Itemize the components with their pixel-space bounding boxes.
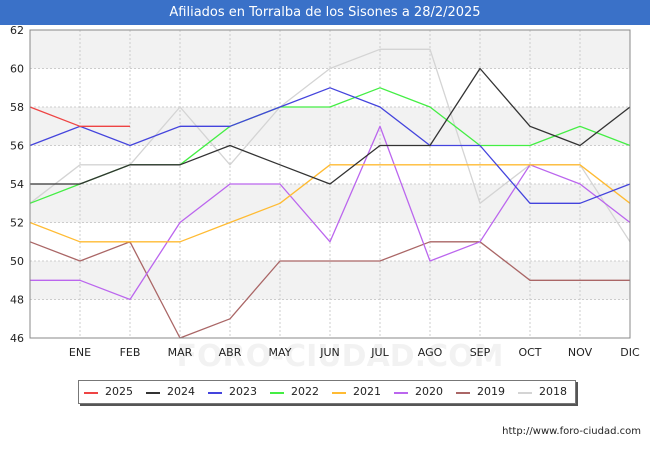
- x-tick-label: AGO: [418, 346, 443, 359]
- x-tick-label: MAY: [269, 346, 292, 359]
- legend-swatch: [332, 392, 346, 394]
- legend-swatch: [394, 392, 408, 394]
- series-line-2021: [29, 164, 631, 243]
- y-tick-label: 54: [10, 178, 24, 191]
- legend: 2025 2024 2023 2022 2021 2020 2019 2018: [78, 380, 576, 404]
- x-tick-label: NOV: [568, 346, 593, 359]
- legend-label: 2019: [477, 385, 505, 398]
- y-tick-label: 50: [10, 255, 24, 268]
- legend-label: 2022: [291, 385, 319, 398]
- y-tick-label: 56: [10, 140, 24, 153]
- legend-label: 2018: [539, 385, 567, 398]
- x-tick-label: SEP: [470, 346, 491, 359]
- x-tick-label: JUN: [319, 346, 340, 359]
- chart-title: Afiliados en Torralba de los Sisones a 2…: [169, 5, 481, 20]
- legend-label: 2025: [105, 385, 133, 398]
- x-tick-label: MAR: [168, 346, 193, 359]
- y-tick-label: 48: [10, 294, 24, 307]
- y-tick-label: 52: [10, 217, 24, 230]
- source-url[interactable]: http://www.foro-ciudad.com: [502, 426, 641, 437]
- series-line-2024: [30, 67, 631, 185]
- x-tick-label: ABR: [219, 346, 242, 359]
- series-line-2025: [29, 106, 130, 127]
- legend-swatch: [208, 392, 222, 394]
- x-tick-label: FEB: [120, 346, 141, 359]
- legend-label: 2021: [353, 385, 381, 398]
- y-tick-label: 60: [10, 63, 24, 76]
- legend-label: 2024: [167, 385, 195, 398]
- legend-swatch: [146, 392, 160, 394]
- plot-border: [29, 29, 631, 339]
- y-tick-label: 46: [10, 332, 24, 345]
- x-tick-label: OCT: [518, 346, 541, 359]
- legend-swatch: [456, 392, 470, 394]
- y-tick-label: 62: [10, 24, 24, 37]
- series-line-2023: [29, 87, 631, 204]
- legend-swatch: [518, 392, 532, 394]
- legend-label: 2023: [229, 385, 257, 398]
- title-bar: Afiliados en Torralba de los Sisones a 2…: [0, 0, 650, 25]
- x-tick-label: JUL: [370, 346, 389, 359]
- x-tick-label: DIC: [620, 346, 640, 359]
- y-tick-label: 58: [10, 101, 24, 114]
- x-tick-label: ENE: [69, 346, 91, 359]
- legend-swatch: [84, 392, 98, 394]
- watermark: FORO-CIUDAD.COM: [177, 339, 504, 374]
- legend-swatch: [270, 392, 284, 394]
- legend-label: 2020: [415, 385, 443, 398]
